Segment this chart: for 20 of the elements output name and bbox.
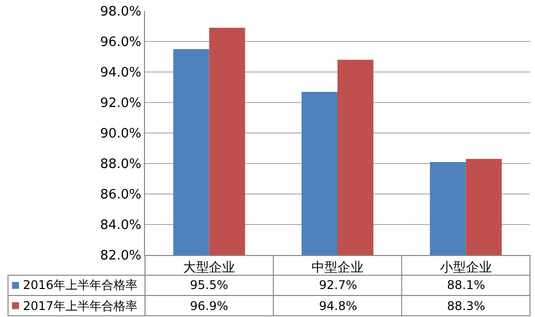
x-tick-label: 中型企业 <box>312 260 364 276</box>
data-label: 95.5% <box>190 278 228 292</box>
x-tick-label: 小型企业 <box>440 260 492 276</box>
data-label: 96.9% <box>190 299 228 313</box>
data-label: 94.8% <box>319 299 358 313</box>
y-tick-label: 96.0% <box>100 35 142 50</box>
legend-label: 2017年上半年合格率 <box>23 299 138 313</box>
data-label: 88.3% <box>447 299 486 313</box>
y-tick-label: 84.0% <box>100 218 142 234</box>
y-tick-label: 94.0% <box>100 66 142 81</box>
data-label: 88.1% <box>447 278 486 292</box>
x-tick-label: 大型企业 <box>183 260 236 276</box>
data-label: 92.7% <box>319 278 358 292</box>
y-tick-label: 98.0% <box>100 4 142 20</box>
y-tick-label: 86.0% <box>100 188 142 203</box>
y-tick-label: 82.0% <box>100 248 142 264</box>
legend-label: 2016年上半年合格率 <box>23 278 138 292</box>
y-tick-label: 90.0% <box>100 126 142 142</box>
y-tick-label: 92.0% <box>100 96 142 112</box>
y-tick-label: 88.0% <box>100 157 142 172</box>
